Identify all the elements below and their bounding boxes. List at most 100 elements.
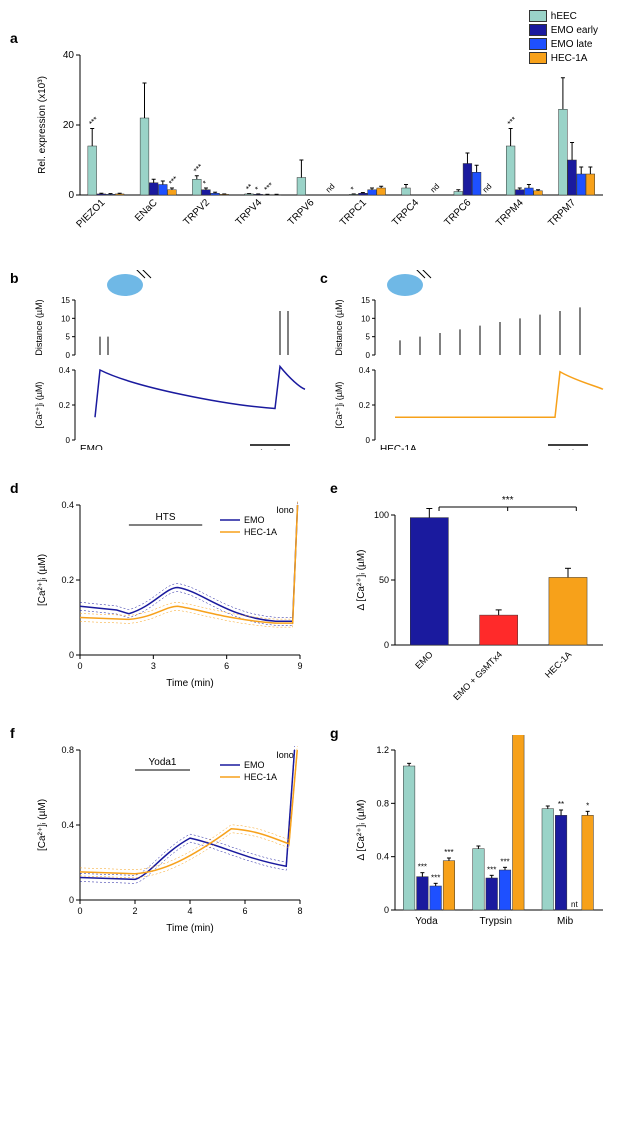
svg-text:0.4: 0.4 — [61, 820, 74, 830]
legend-label: EMO late — [551, 39, 593, 50]
label-a: a — [10, 30, 18, 46]
svg-text:1.2: 1.2 — [376, 745, 389, 755]
svg-text:0: 0 — [366, 436, 371, 445]
svg-text:Time (min): Time (min) — [166, 678, 213, 689]
svg-text:TRPM7: TRPM7 — [546, 197, 578, 229]
svg-text:HEC-1A: HEC-1A — [244, 527, 277, 537]
svg-text:***: *** — [502, 495, 514, 506]
svg-text:6: 6 — [224, 661, 229, 671]
chart-g: 00.40.81.2Δ [Ca²⁺]ᵢ (µM)*********Yoda***… — [350, 735, 608, 945]
legend-label: hEEC — [551, 11, 577, 22]
svg-text:0: 0 — [77, 906, 82, 916]
svg-text:HEC-1A: HEC-1A — [244, 772, 277, 782]
svg-text:0.4: 0.4 — [61, 500, 74, 510]
figure: hEECEMO earlyEMO lateHEC-1A a 02040Rel. … — [10, 10, 608, 1137]
svg-text:nd: nd — [429, 182, 442, 195]
svg-text:***: *** — [431, 873, 440, 882]
svg-text:Iono: Iono — [276, 750, 294, 760]
legend-label: EMO early — [551, 25, 598, 36]
svg-text:Yoda1: Yoda1 — [149, 757, 177, 768]
svg-text:***: *** — [262, 181, 275, 194]
svg-text:0: 0 — [77, 661, 82, 671]
legend-swatch — [529, 10, 547, 22]
svg-text:***: *** — [167, 174, 180, 187]
svg-text:5: 5 — [66, 333, 71, 342]
legend-item: EMO late — [529, 38, 598, 50]
svg-text:3: 3 — [151, 661, 156, 671]
svg-text:0.4: 0.4 — [376, 852, 389, 862]
svg-text:15: 15 — [61, 296, 70, 305]
label-b: b — [10, 270, 19, 286]
svg-text:nt: nt — [571, 900, 578, 909]
svg-text:0: 0 — [384, 640, 389, 650]
svg-text:0.2: 0.2 — [61, 575, 74, 585]
svg-text:Iono: Iono — [276, 505, 294, 515]
svg-text:***: *** — [500, 857, 509, 866]
svg-text:6: 6 — [242, 906, 247, 916]
svg-text:0: 0 — [66, 351, 71, 360]
svg-text:Yoda: Yoda — [415, 916, 438, 927]
svg-text:TRPC6: TRPC6 — [443, 197, 474, 228]
svg-text:20: 20 — [63, 120, 75, 131]
label-f: f — [10, 725, 15, 741]
svg-text:Δ [Ca²⁺]ᵢ (µM): Δ [Ca²⁺]ᵢ (µM) — [356, 550, 367, 611]
svg-text:1 min: 1 min — [557, 448, 579, 450]
svg-text:50: 50 — [379, 575, 389, 585]
svg-text:TRPV6: TRPV6 — [286, 197, 317, 228]
svg-text:0: 0 — [69, 895, 74, 905]
chart-d: 0 0.2 0.4 0 3 6 9 [Ca²⁺]ᵢ (µM) Time (min) HTS Iono… — [30, 490, 310, 690]
svg-text:[Ca²⁺]ᵢ (µM): [Ca²⁺]ᵢ (µM) — [34, 382, 44, 429]
chart-b: 051015Distance (µM)00.20.4[Ca²⁺]ᵢ (µM)EM… — [30, 270, 310, 450]
legend-item: hEEC — [529, 10, 598, 22]
svg-text:[Ca²⁺]ᵢ (µM): [Ca²⁺]ᵢ (µM) — [37, 554, 48, 606]
svg-text:[Ca²⁺]ᵢ (µM): [Ca²⁺]ᵢ (µM) — [37, 799, 48, 851]
svg-text:ENaC: ENaC — [133, 197, 160, 224]
svg-text:***: *** — [487, 865, 496, 874]
svg-text:***: *** — [444, 848, 453, 857]
svg-text:0.8: 0.8 — [61, 745, 74, 755]
label-d: d — [10, 480, 19, 496]
svg-text:*: * — [253, 185, 262, 194]
svg-text:8: 8 — [297, 906, 302, 916]
svg-text:TRPC1: TRPC1 — [338, 197, 369, 228]
svg-text:10: 10 — [361, 314, 370, 323]
svg-text:Time (min): Time (min) — [166, 923, 213, 934]
svg-text:***: *** — [418, 863, 427, 872]
svg-text:nd: nd — [481, 182, 494, 195]
svg-text:EMO: EMO — [413, 649, 435, 671]
svg-text:40: 40 — [63, 50, 75, 61]
svg-text:**: ** — [558, 800, 564, 809]
svg-text:TRPM4: TRPM4 — [494, 197, 526, 229]
svg-text:Distance (µM): Distance (µM) — [334, 299, 344, 355]
svg-text:0: 0 — [69, 650, 74, 660]
svg-text:TRPV4: TRPV4 — [234, 197, 265, 228]
chart-c: 051015Distance (µM)00.20.4[Ca²⁺]ᵢ (µM)HE… — [330, 270, 608, 450]
svg-text:TRPC4: TRPC4 — [390, 197, 421, 228]
label-c: c — [320, 270, 328, 286]
svg-text:*: * — [201, 179, 210, 188]
svg-text:HTS: HTS — [156, 512, 176, 523]
label-e: e — [330, 480, 338, 496]
svg-text:EMO + GsMTx4: EMO + GsMTx4 — [451, 649, 504, 702]
svg-text:***: *** — [506, 115, 519, 128]
svg-text:***: *** — [87, 115, 100, 128]
chart-e: 050100Δ [Ca²⁺]ᵢ (µM)EMOEMO + GsMTx4HEC-1… — [350, 490, 608, 715]
svg-text:Δ [Ca²⁺]ᵢ (µM): Δ [Ca²⁺]ᵢ (µM) — [356, 800, 367, 861]
svg-text:0.4: 0.4 — [59, 366, 71, 375]
svg-text:0.8: 0.8 — [376, 798, 389, 808]
svg-text:***: *** — [192, 162, 205, 175]
svg-text:0: 0 — [68, 190, 74, 201]
svg-text:0.2: 0.2 — [359, 401, 371, 410]
svg-text:*: * — [586, 801, 589, 810]
svg-text:0: 0 — [384, 905, 389, 915]
svg-text:TRPV2: TRPV2 — [181, 197, 212, 228]
svg-text:15: 15 — [361, 296, 370, 305]
svg-text:Trypsin: Trypsin — [480, 916, 512, 927]
svg-text:HEC-1A: HEC-1A — [543, 649, 573, 679]
svg-text:9: 9 — [297, 661, 302, 671]
chart-a: 02040Rel. expression (x10³)***PIEZO1***E… — [30, 50, 608, 255]
svg-text:EMO: EMO — [244, 515, 265, 525]
svg-text:5: 5 — [366, 333, 371, 342]
svg-text:0.2: 0.2 — [59, 401, 71, 410]
svg-text:Distance (µM): Distance (µM) — [34, 299, 44, 355]
